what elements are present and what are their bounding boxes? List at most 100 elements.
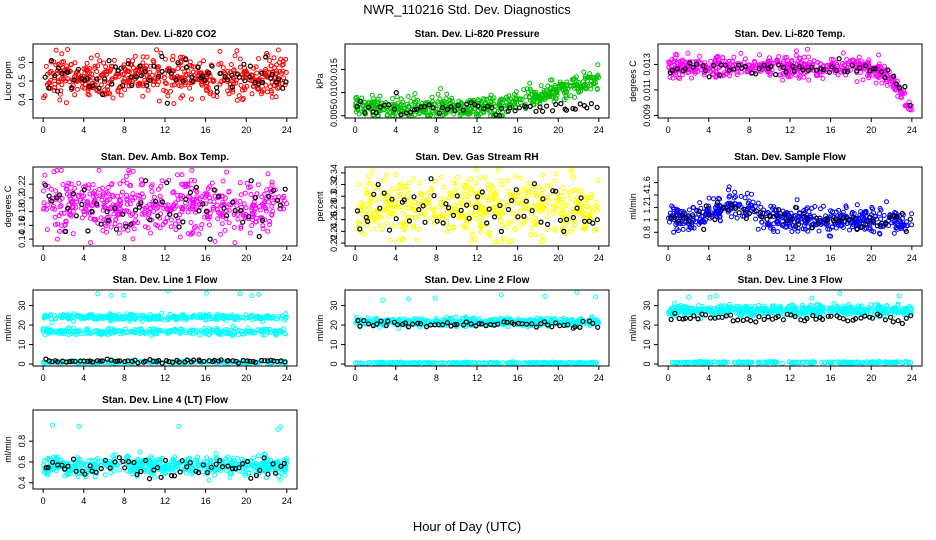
data-point xyxy=(119,189,125,195)
data-point xyxy=(256,291,262,297)
data-point xyxy=(775,229,781,235)
data-point xyxy=(379,215,385,220)
data-point xyxy=(671,58,677,64)
data-point xyxy=(68,196,74,202)
data-point xyxy=(373,110,379,116)
data-point xyxy=(69,358,75,364)
data-point xyxy=(891,213,898,219)
data-point xyxy=(560,185,566,191)
data-point xyxy=(528,217,534,223)
data-point xyxy=(850,215,856,221)
data-point xyxy=(594,104,600,111)
data-point xyxy=(168,217,174,223)
data-point xyxy=(179,209,185,215)
data-point xyxy=(405,187,411,193)
points-layer xyxy=(353,62,601,118)
panel-title: Stan. Dev. Sample Flow xyxy=(734,152,846,163)
data-point xyxy=(458,212,464,218)
data-point xyxy=(256,56,262,62)
data-point xyxy=(87,215,93,221)
data-point xyxy=(85,326,91,332)
data-point xyxy=(549,77,555,83)
x-tick-label: 20 xyxy=(241,253,251,263)
data-point xyxy=(209,63,215,69)
data-point xyxy=(414,237,420,243)
data-point xyxy=(407,197,413,203)
data-point xyxy=(869,72,875,78)
data-point xyxy=(553,101,559,108)
data-point xyxy=(375,184,381,190)
data-point xyxy=(230,87,236,93)
data-point xyxy=(147,206,153,212)
data-point xyxy=(130,220,136,226)
data-point xyxy=(594,226,600,232)
data-point xyxy=(584,194,590,200)
data-point xyxy=(59,59,65,65)
data-point xyxy=(41,95,47,101)
data-point xyxy=(42,74,48,80)
data-point xyxy=(584,75,590,81)
x-tick-label: 12 xyxy=(472,125,482,135)
data-point xyxy=(789,216,796,222)
data-point xyxy=(695,69,701,75)
data-point xyxy=(488,92,494,98)
data-point xyxy=(197,332,203,338)
data-point xyxy=(428,185,434,191)
data-point xyxy=(62,221,68,227)
data-point xyxy=(872,66,879,72)
data-point xyxy=(799,60,805,66)
data-point xyxy=(686,69,692,75)
data-point xyxy=(523,94,529,100)
data-point xyxy=(487,193,493,198)
data-point xyxy=(255,327,261,333)
data-point xyxy=(237,180,243,186)
data-point xyxy=(885,67,891,73)
data-point xyxy=(815,73,821,78)
data-point xyxy=(561,82,567,88)
data-point xyxy=(160,221,166,227)
data-point xyxy=(278,56,284,62)
data-point xyxy=(780,64,787,71)
data-point xyxy=(537,104,543,110)
x-tick-label: 16 xyxy=(826,125,836,135)
data-point xyxy=(230,78,236,84)
data-point xyxy=(171,101,177,107)
data-point xyxy=(135,220,141,226)
data-point xyxy=(238,192,244,198)
data-point xyxy=(65,76,71,82)
data-point xyxy=(241,61,247,67)
data-point xyxy=(94,201,100,207)
data-point xyxy=(734,72,740,78)
data-point xyxy=(175,197,181,202)
data-point xyxy=(771,229,777,234)
data-point xyxy=(120,211,126,217)
data-point xyxy=(822,216,828,222)
x-tick-label: 20 xyxy=(241,373,251,383)
data-point xyxy=(563,107,570,113)
data-point xyxy=(140,54,146,60)
data-point xyxy=(193,330,199,335)
data-point xyxy=(765,58,771,64)
data-point xyxy=(513,173,519,179)
data-point xyxy=(86,185,91,191)
data-point xyxy=(860,77,866,83)
data-point xyxy=(137,331,142,337)
data-point xyxy=(844,68,851,75)
data-point xyxy=(461,188,466,194)
data-point xyxy=(194,194,200,200)
data-point xyxy=(262,332,268,338)
data-point xyxy=(781,211,788,217)
y-tick-label: 20 xyxy=(17,320,27,330)
data-point xyxy=(472,236,478,242)
x-tick-label: 0 xyxy=(666,125,671,135)
data-point xyxy=(384,220,390,226)
y-axis-label: ml/min xyxy=(3,315,13,342)
data-point xyxy=(467,210,473,216)
data-point xyxy=(712,216,718,223)
data-point xyxy=(549,89,555,95)
data-point xyxy=(188,220,194,225)
data-point xyxy=(144,82,150,89)
data-point xyxy=(360,202,366,208)
data-point xyxy=(377,93,383,99)
